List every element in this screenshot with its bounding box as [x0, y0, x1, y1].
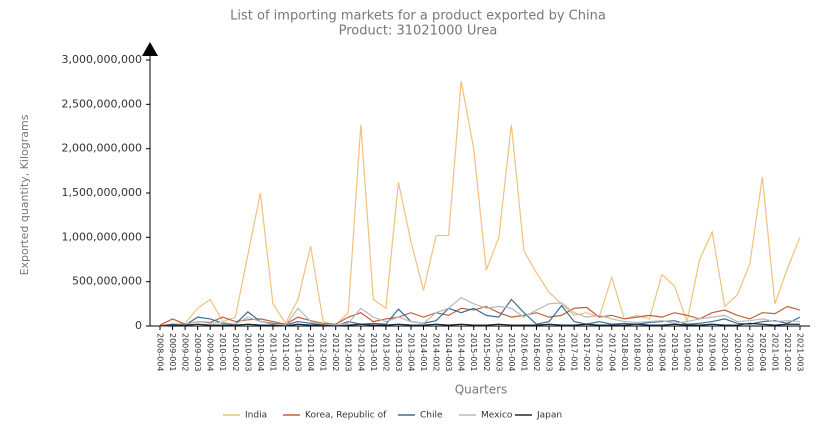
x-tick-label: 2021-002 — [783, 333, 792, 372]
y-axis-label: Exported quantity, Kilograms — [18, 114, 31, 275]
legend-label: India — [245, 411, 267, 421]
y-tick-label: 1,500,000,000 — [62, 186, 142, 199]
x-tick-label: 2019-002 — [683, 333, 692, 372]
axis-arrow — [142, 42, 158, 56]
x-tick-label: 2013-003 — [394, 333, 403, 372]
legend-label: Korea, Republic of — [305, 411, 387, 421]
x-tick-label: 2017-003 — [595, 333, 604, 372]
x-tick-label: 2010-001 — [218, 333, 227, 372]
x-tick-label: 2016-001 — [519, 333, 528, 372]
x-tick-label: 2012-003 — [344, 333, 353, 372]
x-tick-label: 2014-004 — [457, 333, 466, 372]
x-tick-label: 2012-002 — [331, 333, 340, 372]
x-tick-label: 2012-001 — [319, 333, 328, 372]
x-tick-label: 2013-004 — [406, 333, 415, 372]
x-tick-label: 2009-002 — [181, 333, 190, 372]
x-tick-label: 2018-001 — [620, 333, 629, 372]
x-tick-label: 2017-004 — [607, 333, 616, 372]
x-tick-label: 2020-001 — [720, 333, 729, 372]
y-tick-label: 0 — [135, 319, 142, 332]
x-tick-label: 2012-004 — [356, 333, 365, 372]
series-line — [159, 296, 801, 327]
series-line — [159, 305, 801, 326]
x-tick-label: 2015-002 — [482, 333, 491, 372]
x-tick-label: 2015-001 — [469, 333, 478, 372]
x-tick-label: 2019-003 — [695, 333, 704, 372]
series-line — [159, 322, 800, 327]
x-tick-label: 2010-004 — [256, 333, 265, 372]
x-tick-label: 2011-004 — [306, 333, 315, 372]
x-tick-label: 2010-003 — [243, 333, 252, 372]
x-tick-label: 2008-004 — [156, 333, 165, 372]
legend-label: Japan — [536, 411, 562, 421]
x-tick-label: 2011-003 — [294, 333, 303, 372]
x-tick-label: 2011-001 — [268, 333, 277, 372]
chart-title: List of importing markets for a product … — [230, 9, 606, 24]
legend-label: Chile — [420, 411, 443, 421]
x-tick-label: 2019-001 — [670, 333, 679, 372]
y-tick-label: 1,000,000,000 — [62, 230, 142, 243]
y-tick-label: 2,000,000,000 — [62, 142, 142, 155]
x-tick-label: 2013-001 — [369, 333, 378, 372]
x-tick-label: 2014-003 — [444, 333, 453, 372]
x-tick-label: 2009-004 — [206, 333, 215, 372]
x-tick-label: 2017-002 — [582, 333, 591, 372]
x-tick-label: 2020-002 — [733, 333, 742, 372]
x-tick-label: 2018-004 — [657, 333, 666, 372]
x-tick-label: 2014-002 — [432, 333, 441, 372]
x-tick-label: 2018-002 — [632, 333, 641, 372]
y-tick-label: 3,000,000,000 — [62, 53, 142, 66]
x-tick-label: 2020-004 — [758, 333, 767, 372]
x-tick-label: 2013-002 — [381, 333, 390, 372]
x-tick-label: 2016-003 — [545, 333, 554, 372]
x-tick-label: 2010-002 — [231, 333, 240, 372]
x-tick-label: 2009-001 — [168, 333, 177, 372]
series-line — [159, 81, 801, 326]
x-tick-label: 2009-003 — [193, 333, 202, 372]
x-tick-label: 2016-004 — [557, 333, 566, 372]
x-axis-label: Quarters — [455, 383, 508, 397]
x-tick-label: 2019-004 — [708, 333, 717, 372]
x-tick-label: 2015-004 — [507, 333, 516, 372]
x-tick-label: 2017-001 — [570, 333, 579, 372]
legend-label: Mexico — [481, 411, 513, 421]
x-tick-label: 2015-003 — [494, 333, 503, 372]
x-tick-label: 2016-002 — [532, 333, 541, 372]
y-tick-label: 500,000,000 — [72, 275, 142, 288]
series-line — [159, 298, 801, 327]
x-tick-label: 2014-001 — [419, 333, 428, 372]
y-tick-label: 2,500,000,000 — [62, 97, 142, 110]
x-tick-label: 2011-002 — [281, 333, 290, 372]
x-tick-label: 2020-003 — [745, 333, 754, 372]
x-tick-label: 2021-003 — [796, 333, 805, 372]
x-tick-label: 2021-001 — [770, 333, 779, 372]
x-tick-label: 2018-003 — [645, 333, 654, 372]
chart-subtitle: Product: 31021000 Urea — [339, 24, 498, 39]
